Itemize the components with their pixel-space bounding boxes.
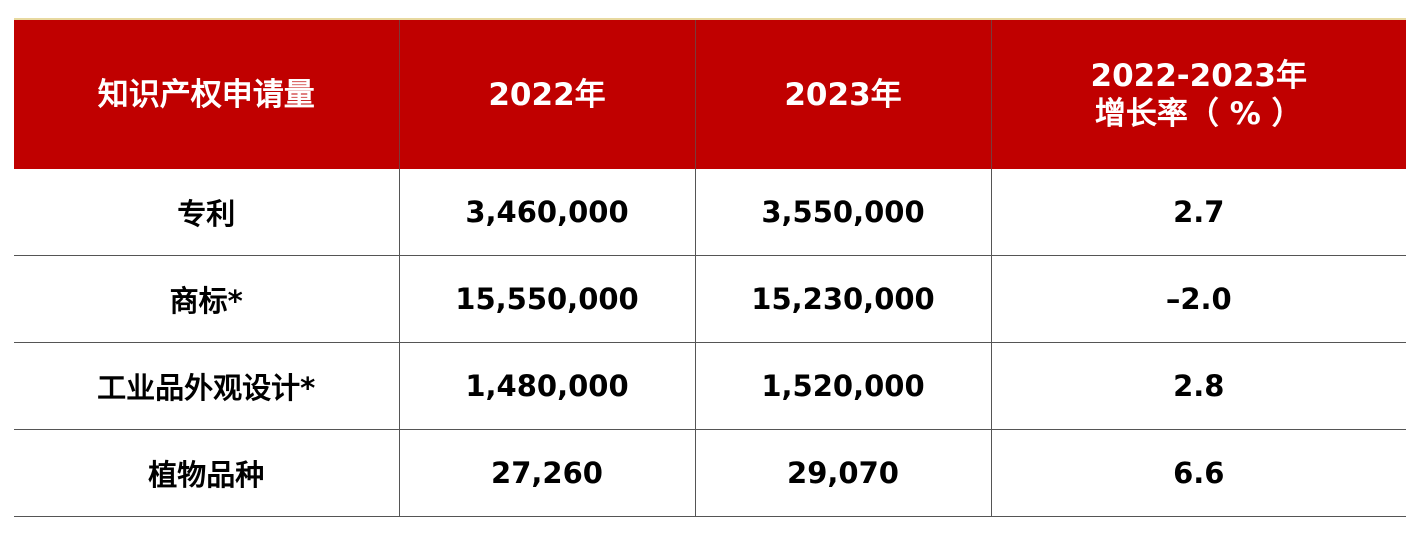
header-growth-line1: 2022-2023年 <box>1090 57 1307 94</box>
table-body: 专利 3,460,000 3,550,000 2.7 商标* 15,550,00… <box>14 169 1406 517</box>
top-rule <box>14 18 1406 20</box>
cell-category: 专利 <box>14 169 399 256</box>
table-row: 工业品外观设计* 1,480,000 1,520,000 2.8 <box>14 342 1406 430</box>
cell-2022: 3,460,000 <box>398 169 695 256</box>
cell-growth: 2.7 <box>990 169 1406 256</box>
header-2023: 2023年 <box>694 20 992 169</box>
cell-2022: 15,550,000 <box>398 255 695 343</box>
cell-2022: 1,480,000 <box>398 342 695 430</box>
cell-2022: 27,260 <box>398 429 695 517</box>
header-category-label: 知识产权申请量 <box>97 76 315 113</box>
cell-growth: 2.8 <box>990 342 1406 430</box>
table-header: 知识产权申请量 2022年 2023年 2022-2023年 增长率（ % ） <box>14 20 1406 169</box>
table-row: 植物品种 27,260 29,070 6.6 <box>14 429 1406 517</box>
header-growth: 2022-2023年 增长率（ % ） <box>990 20 1406 169</box>
header-row: 知识产权申请量 2022年 2023年 2022-2023年 增长率（ % ） <box>14 20 1406 169</box>
header-2022-label: 2022年 <box>488 76 606 113</box>
cell-2023: 1,520,000 <box>694 342 991 430</box>
header-2023-label: 2023年 <box>784 76 902 113</box>
cell-growth: 6.6 <box>990 429 1406 517</box>
cell-growth: –2.0 <box>990 255 1406 343</box>
table-row: 专利 3,460,000 3,550,000 2.7 <box>14 169 1406 256</box>
header-2022: 2022年 <box>398 20 696 169</box>
cell-2023: 29,070 <box>694 429 991 517</box>
cell-2023: 3,550,000 <box>694 169 991 256</box>
cell-2023: 15,230,000 <box>694 255 991 343</box>
cell-category: 植物品种 <box>14 429 399 517</box>
ip-application-table: 知识产权申请量 2022年 2023年 2022-2023年 增长率（ % ） … <box>14 20 1406 517</box>
header-category: 知识产权申请量 <box>14 20 400 169</box>
header-growth-line2: 增长率（ % ） <box>1094 95 1303 132</box>
table-row: 商标* 15,550,000 15,230,000 –2.0 <box>14 255 1406 343</box>
cell-category: 工业品外观设计* <box>14 342 399 430</box>
cell-category: 商标* <box>14 255 399 343</box>
